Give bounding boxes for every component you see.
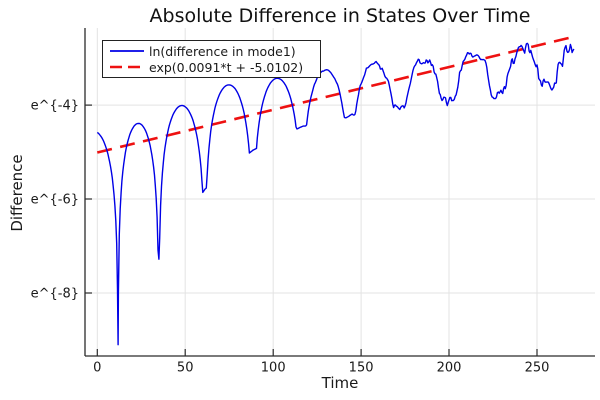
y-axis-label: Difference bbox=[8, 154, 26, 232]
legend-entry-trend: exp(0.0091*t + -5.0102) bbox=[109, 59, 314, 75]
x-tick-label: 250 bbox=[525, 361, 550, 376]
chart-title: Absolute Difference in States Over Time bbox=[149, 5, 531, 27]
legend: ln(difference in mode1) exp(0.0091*t + -… bbox=[102, 40, 321, 78]
y-tick-label: e^{-4} bbox=[31, 99, 79, 114]
y-tick-label: e^{-6} bbox=[31, 193, 79, 208]
legend-entry-difference: ln(difference in mode1) bbox=[109, 43, 314, 59]
legend-label-trend: exp(0.0091*t + -5.0102) bbox=[149, 59, 304, 75]
series-line-difference bbox=[96, 42, 575, 346]
x-tick-label: 50 bbox=[177, 361, 194, 376]
legend-label-difference: ln(difference in mode1) bbox=[149, 43, 296, 59]
x-tick-label: 200 bbox=[437, 361, 462, 376]
trend-line bbox=[96, 35, 573, 154]
legend-line-sample-blue bbox=[110, 50, 144, 52]
legend-line-sample-red bbox=[110, 65, 144, 69]
x-tick-label: 100 bbox=[261, 361, 286, 376]
x-axis-label: Time bbox=[321, 374, 359, 392]
y-tick-label: e^{-8} bbox=[31, 287, 79, 302]
x-tick-label: 150 bbox=[349, 361, 374, 376]
x-tick-label: 0 bbox=[93, 361, 101, 376]
